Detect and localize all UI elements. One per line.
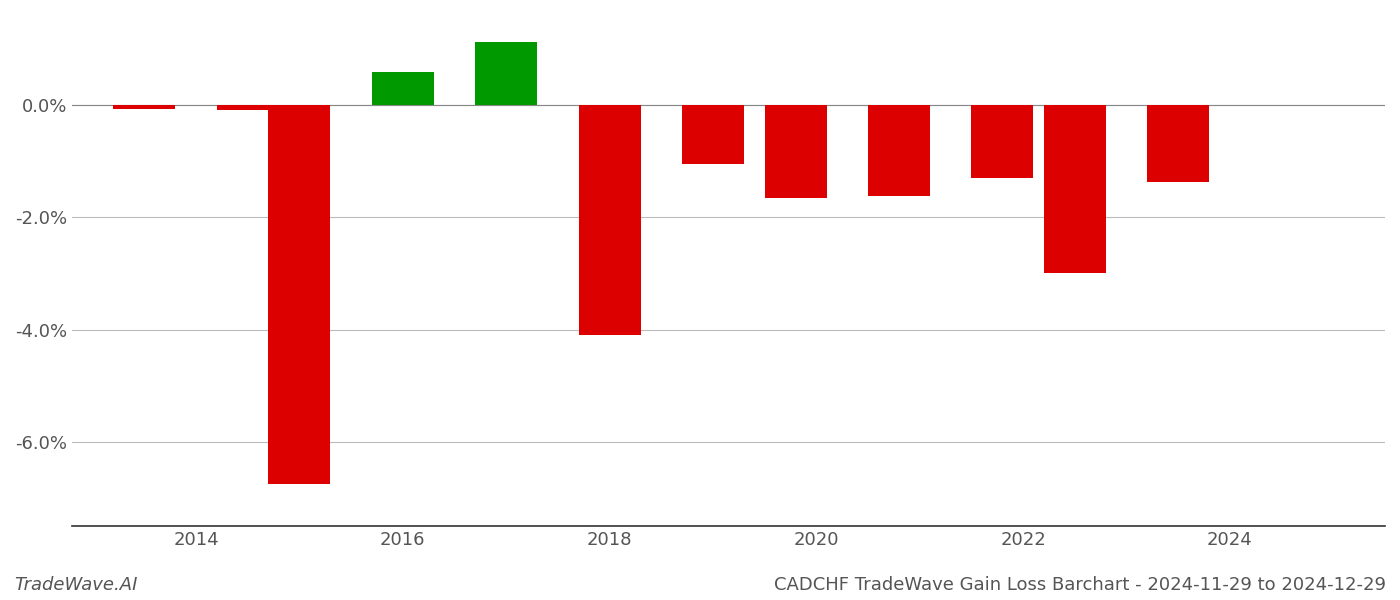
Bar	[372, 72, 434, 105]
Text: CADCHF TradeWave Gain Loss Barchart - 2024-11-29 to 2024-12-29: CADCHF TradeWave Gain Loss Barchart - 20…	[774, 576, 1386, 594]
Bar	[113, 105, 175, 109]
Bar	[868, 105, 930, 196]
Text: TradeWave.AI: TradeWave.AI	[14, 576, 137, 594]
Bar	[475, 42, 538, 105]
Bar	[972, 105, 1033, 178]
Bar	[269, 105, 330, 484]
Bar	[682, 105, 743, 164]
Bar	[764, 105, 827, 197]
Bar	[1147, 105, 1210, 182]
Bar	[217, 105, 279, 110]
Bar	[578, 105, 641, 335]
Bar	[1044, 105, 1106, 274]
